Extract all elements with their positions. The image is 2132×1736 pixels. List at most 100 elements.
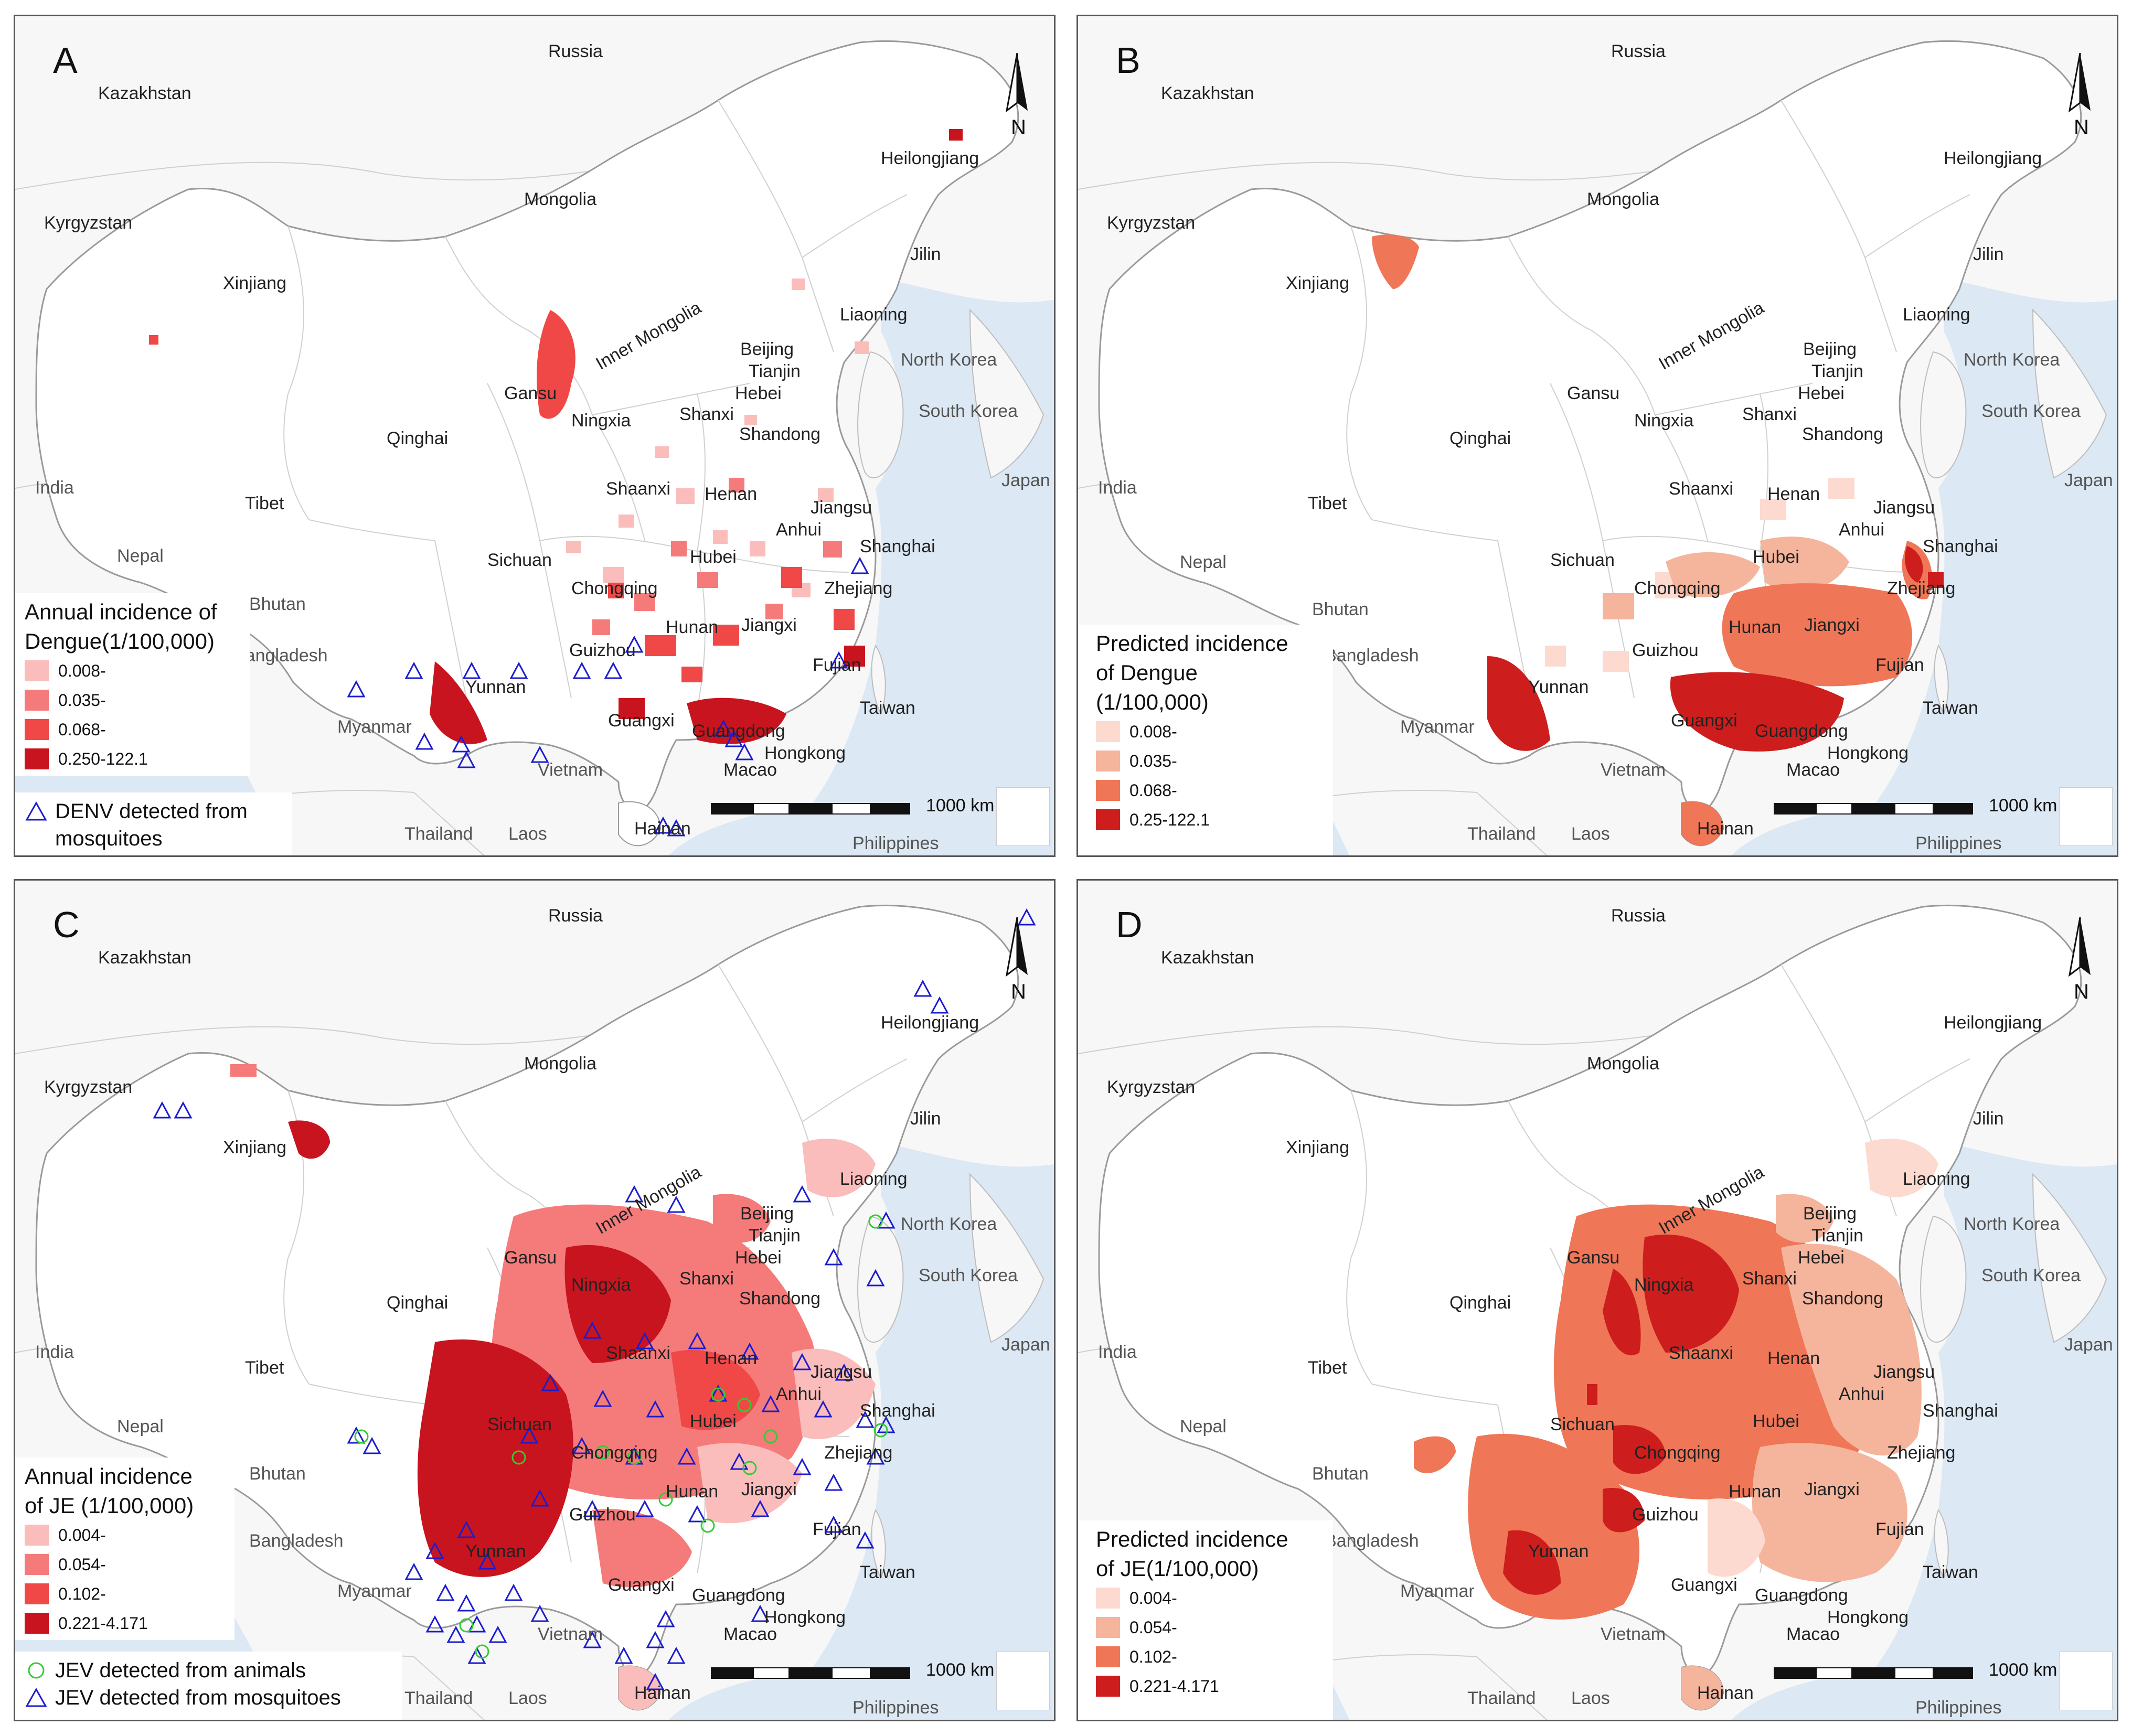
label-sichuan: Sichuan — [1550, 1414, 1615, 1434]
label-jiangxi: Jiangxi — [741, 615, 797, 635]
label-kazakhstan: Kazakhstan — [1161, 83, 1254, 103]
label-hebei: Hebei — [735, 383, 782, 403]
predicted-patches-d — [1414, 1139, 1938, 1710]
label-jiangxi: Jiangxi — [741, 1480, 797, 1499]
legend-c: Annual incidence of JE (1/100,000) 0.004… — [15, 1458, 234, 1640]
label-laos: Laos — [508, 824, 547, 844]
label-guangxi: Guangxi — [1671, 1575, 1737, 1595]
label-henan: Henan — [1767, 484, 1820, 504]
label-guangdong: Guangdong — [692, 721, 785, 741]
label-hubei: Hubei — [1753, 547, 1799, 567]
map-a — [15, 16, 1054, 855]
label-guizhou: Guizhou — [569, 640, 636, 660]
label-chongqing: Chongqing — [571, 1443, 658, 1463]
panel-letter-b: B — [1116, 40, 1140, 81]
label-jilin: Jilin — [910, 244, 941, 264]
label-guizhou: Guizhou — [1632, 640, 1699, 660]
label-myanmar: Myanmar — [1400, 717, 1475, 737]
label-gansu: Gansu — [504, 1248, 557, 1268]
legend-row: 0.250-122.1 — [25, 744, 250, 774]
legend-title-line-1: Predicted incidence — [1096, 1527, 1288, 1551]
label-guangxi: Guangxi — [608, 711, 675, 731]
label-heilongjiang: Heilongjiang — [881, 1013, 979, 1033]
label-hongkong: Hongkong — [764, 743, 846, 763]
label-liaoning: Liaoning — [840, 305, 908, 325]
label-macao: Macao — [1786, 760, 1840, 780]
label-guizhou: Guizhou — [569, 1505, 636, 1525]
label-bhutan: Bhutan — [249, 594, 306, 614]
svg-text:N: N — [2074, 116, 2089, 139]
legend-title-line-2: of JE (1/100,000) — [25, 1493, 194, 1518]
label-fujian: Fujian — [813, 655, 861, 675]
incidence-patches-a — [149, 129, 963, 744]
label-gansu: Gansu — [504, 383, 557, 403]
label-philippines: Philippines — [852, 833, 939, 853]
legend-d: Predicted incidence of JE(1/100,000) 0.0… — [1078, 1520, 1333, 1720]
legend-row: 0.102- — [1096, 1642, 1333, 1671]
label-shanxi: Shanxi — [1742, 404, 1797, 424]
label-japan: Japan — [1001, 470, 1050, 490]
label-hebei: Hebei — [1798, 383, 1845, 403]
label-kazakhstan: Kazakhstan — [1161, 948, 1254, 968]
label-tibet: Tibet — [1308, 494, 1347, 513]
panel-a-dengue-observed: A N Russia Kazakhstan Mongolia Kyrgyzsta… — [14, 15, 1056, 857]
label-bhutan: Bhutan — [1312, 1464, 1369, 1484]
north-arrow-icon: N — [1005, 917, 1028, 1003]
label-bhutan: Bhutan — [1312, 599, 1369, 619]
label-xinjiang: Xinjiang — [223, 273, 286, 293]
label-fujian: Fujian — [1875, 1519, 1924, 1539]
label-hainan: Hainan — [634, 819, 691, 839]
label-shandong: Shandong — [1802, 424, 1884, 444]
label-nepal: Nepal — [117, 1417, 164, 1437]
label-bangladesh: Bangladesh — [249, 1531, 344, 1551]
label-india: India — [35, 1342, 74, 1362]
label-south-korea: South Korea — [919, 1266, 1018, 1285]
legend-row: 0.221-4.171 — [25, 1609, 234, 1638]
label-mongolia: Mongolia — [524, 189, 596, 209]
label-yunnan: Yunnan — [1528, 677, 1589, 697]
label-liaoning: Liaoning — [1903, 305, 1970, 325]
label-zhejiang: Zhejiang — [1887, 1443, 1956, 1463]
label-kyrgyzstan: Kyrgyzstan — [44, 213, 133, 233]
label-myanmar: Myanmar — [1400, 1581, 1475, 1601]
panel-letter-a: A — [53, 40, 78, 81]
label-guangxi: Guangxi — [608, 1575, 675, 1595]
label-shaanxi: Shaanxi — [1669, 479, 1733, 499]
legend-row: 0.035- — [25, 685, 250, 715]
label-chongqing: Chongqing — [1634, 578, 1721, 598]
label-henan: Henan — [705, 1348, 758, 1368]
label-taiwan: Taiwan — [1923, 1562, 1978, 1582]
label-xinjiang: Xinjiang — [1286, 273, 1349, 293]
label-macao: Macao — [1786, 1624, 1840, 1644]
label-zhejiang: Zhejiang — [824, 578, 893, 598]
label-jilin: Jilin — [1973, 1109, 2004, 1129]
label-ningxia: Ningxia — [571, 1275, 631, 1295]
label-south-korea: South Korea — [1981, 1266, 2081, 1285]
circle-icon — [28, 1662, 45, 1679]
label-shanghai: Shanghai — [1923, 1401, 1998, 1421]
label-hebei: Hebei — [1798, 1248, 1845, 1268]
label-laos: Laos — [1571, 824, 1610, 844]
label-yunnan: Yunnan — [465, 1541, 526, 1561]
label-fujian: Fujian — [813, 1519, 861, 1539]
label-beijing: Beijing — [740, 339, 794, 359]
label-philippines: Philippines — [852, 1698, 939, 1718]
label-taiwan: Taiwan — [860, 698, 915, 718]
label-kyrgyzstan: Kyrgyzstan — [1107, 213, 1196, 233]
label-anhui: Anhui — [776, 520, 822, 540]
label-ningxia: Ningxia — [1634, 1275, 1694, 1295]
label-philippines: Philippines — [1915, 1698, 2002, 1718]
label-jiangxi: Jiangxi — [1804, 615, 1860, 635]
label-philippines: Philippines — [1915, 833, 2002, 853]
legend-row: 0.25-122.1 — [1096, 805, 1333, 834]
label-shaanxi: Shaanxi — [1669, 1343, 1733, 1363]
label-jiangxi: Jiangxi — [1804, 1480, 1860, 1499]
label-shanghai: Shanghai — [860, 537, 935, 556]
label-zhejiang: Zhejiang — [1887, 578, 1956, 598]
panel-letter-d: D — [1116, 904, 1143, 945]
north-arrow-icon: N — [1005, 53, 1028, 139]
label-north-korea: North Korea — [1964, 1214, 2060, 1234]
label-north-korea: North Korea — [901, 350, 997, 370]
label-north-korea: North Korea — [1964, 350, 2060, 370]
label-shaanxi: Shaanxi — [606, 1343, 670, 1363]
